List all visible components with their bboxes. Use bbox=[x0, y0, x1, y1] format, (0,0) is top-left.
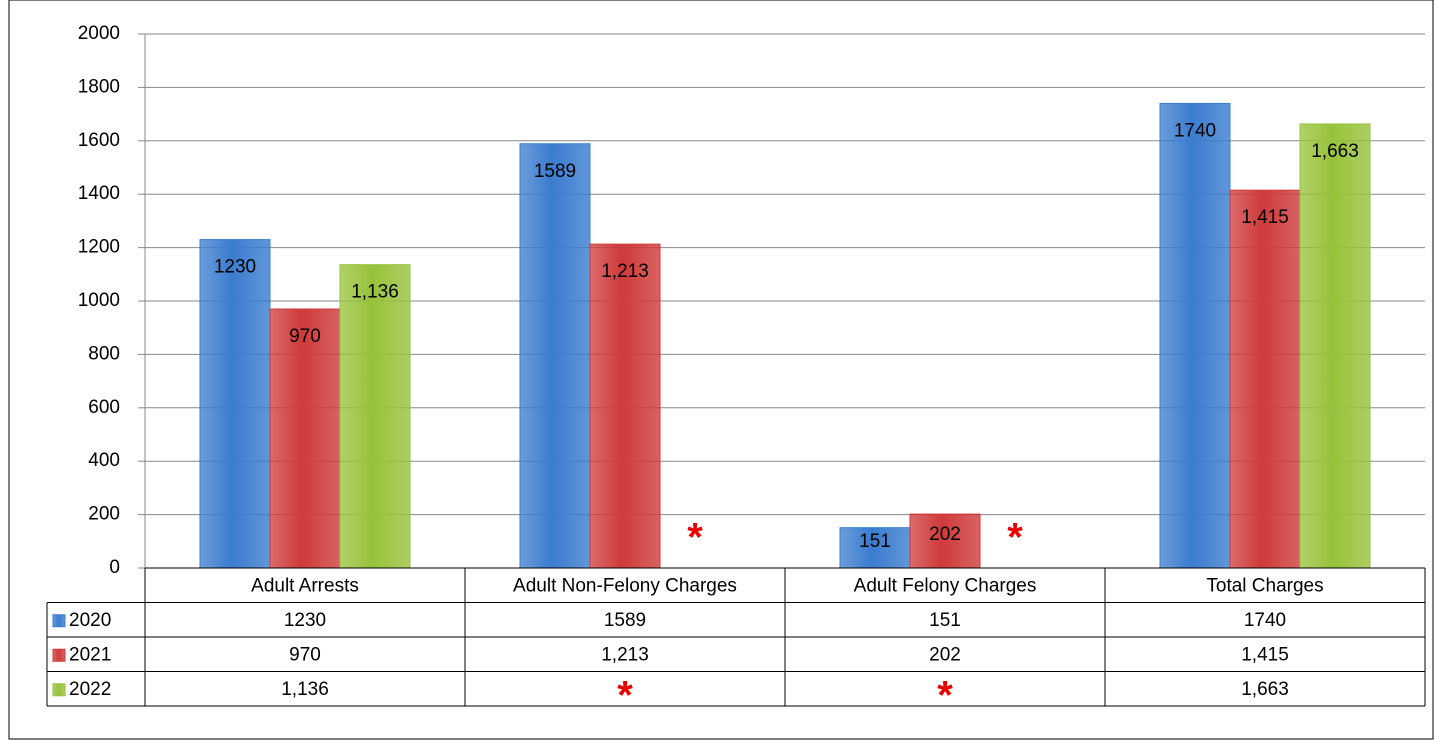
data-label: 1,213 bbox=[601, 261, 649, 282]
data-label: 151 bbox=[859, 531, 891, 552]
frame bbox=[8, 0, 1434, 740]
data-label: 1589 bbox=[534, 161, 576, 182]
y-tick-label: 1000 bbox=[78, 290, 120, 311]
data-label: 1,136 bbox=[351, 282, 399, 303]
table-cell: 1,213 bbox=[601, 644, 649, 665]
legend-label: 2020 bbox=[69, 610, 111, 631]
table-cell: 1740 bbox=[1244, 610, 1286, 631]
y-tick-label: 800 bbox=[88, 343, 120, 364]
bar bbox=[199, 239, 271, 569]
legend-swatch bbox=[52, 614, 66, 628]
data-label: 970 bbox=[289, 326, 321, 347]
y-tick-label: 1200 bbox=[78, 237, 120, 258]
y-tick-label: 2000 bbox=[78, 23, 120, 44]
bar bbox=[1159, 102, 1231, 569]
y-tick-label: 400 bbox=[88, 450, 120, 471]
legend-swatch bbox=[52, 683, 66, 697]
y-tick-label: 0 bbox=[109, 557, 120, 578]
legend-label: 2021 bbox=[69, 644, 111, 665]
data-label: 202 bbox=[929, 524, 961, 545]
x-tick-label: Adult Arrests bbox=[251, 575, 359, 596]
missing-marker: * bbox=[687, 516, 703, 560]
legend-label: 2022 bbox=[69, 679, 111, 700]
x-tick-label: Adult Felony Charges bbox=[854, 575, 1037, 596]
bar bbox=[519, 143, 591, 569]
table-cell: * bbox=[937, 673, 953, 717]
table-cell: 1,136 bbox=[281, 679, 329, 700]
bar bbox=[909, 513, 981, 569]
bar bbox=[839, 527, 911, 569]
bar bbox=[589, 243, 661, 569]
x-tick-label: Total Charges bbox=[1206, 575, 1323, 596]
bar bbox=[1229, 189, 1301, 569]
data-label: 1,415 bbox=[1241, 207, 1289, 228]
x-tick-label: Adult Non-Felony Charges bbox=[513, 575, 737, 596]
missing-marker: * bbox=[1007, 516, 1023, 560]
bar bbox=[269, 308, 341, 569]
y-tick-label: 1600 bbox=[78, 130, 120, 151]
table-cell: 970 bbox=[289, 644, 321, 665]
bar bbox=[1299, 123, 1371, 569]
table-cell: 1589 bbox=[604, 610, 646, 631]
bar bbox=[339, 264, 411, 569]
table-cell: 1,415 bbox=[1241, 644, 1289, 665]
data-label: 1,663 bbox=[1311, 141, 1359, 162]
table-cell: * bbox=[617, 673, 633, 717]
y-tick-label: 1800 bbox=[78, 76, 120, 97]
data-label: 1740 bbox=[1174, 120, 1216, 141]
legend-swatch bbox=[52, 648, 66, 662]
y-tick-label: 600 bbox=[88, 397, 120, 418]
table-cell: 1,663 bbox=[1241, 679, 1289, 700]
table-cell: 151 bbox=[929, 610, 961, 631]
y-tick-label: 1400 bbox=[78, 183, 120, 204]
table-cell: 202 bbox=[929, 644, 961, 665]
y-tick-label: 200 bbox=[88, 504, 120, 525]
data-label: 1230 bbox=[214, 257, 256, 278]
table-cell: 1230 bbox=[284, 610, 326, 631]
